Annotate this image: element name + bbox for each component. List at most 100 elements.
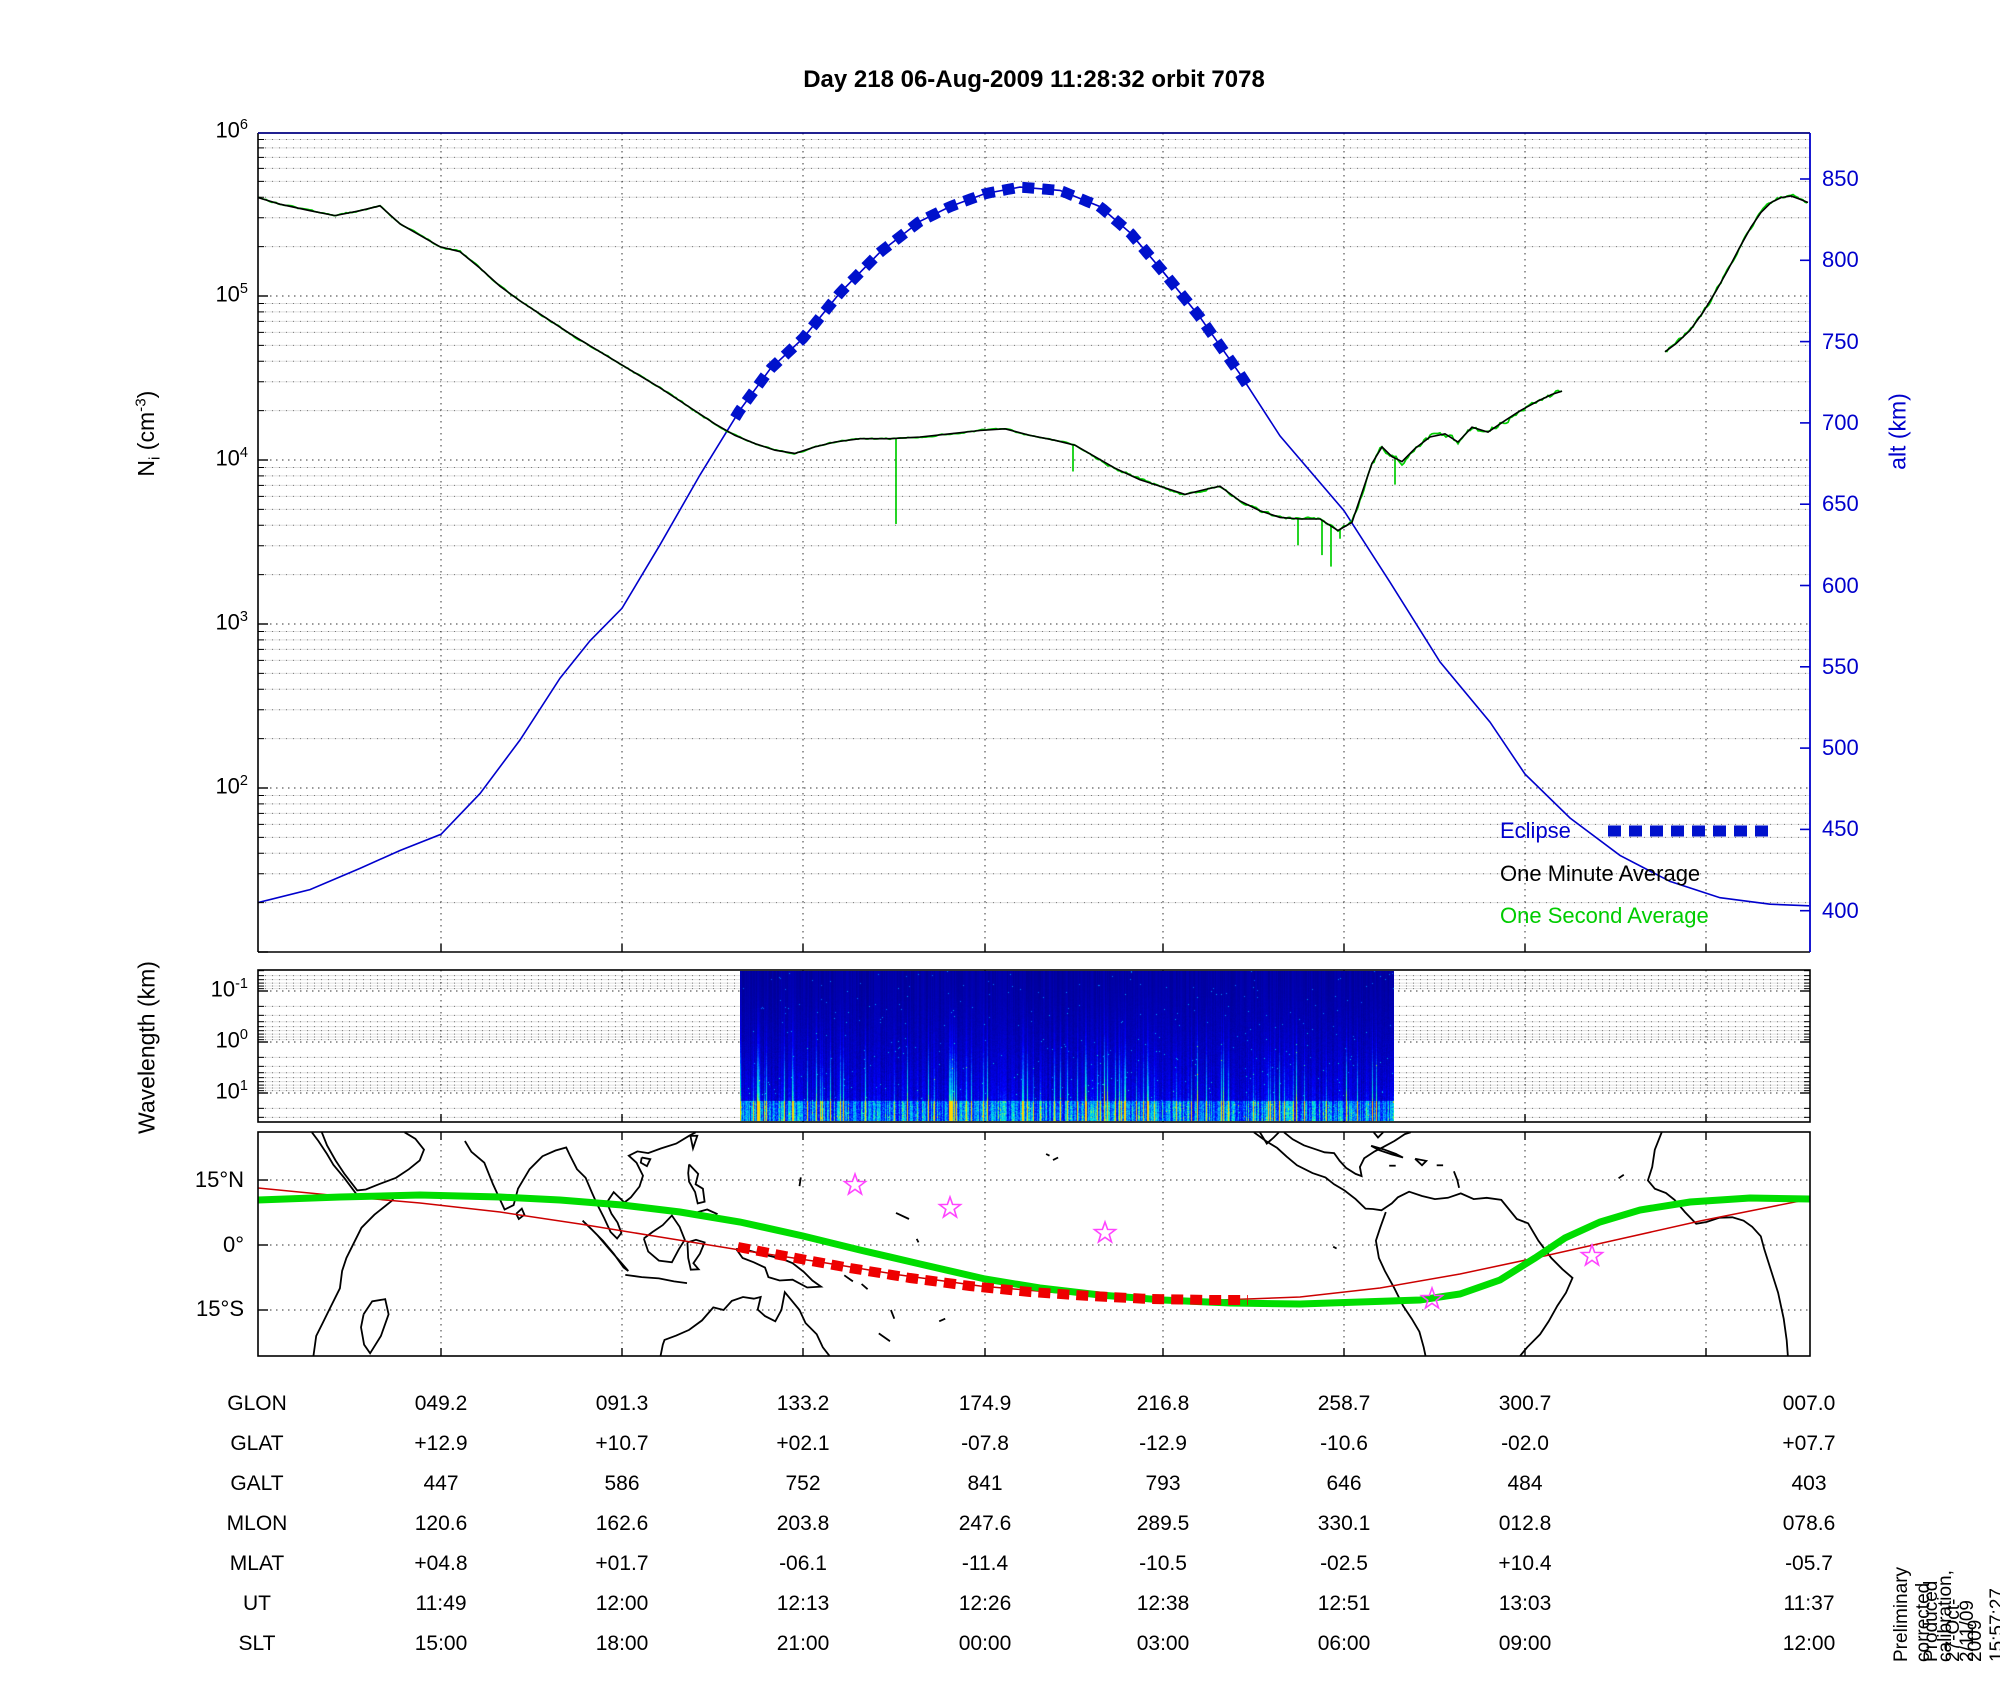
table-cell: 007.0 xyxy=(1782,1392,1836,1415)
table-cell: +01.7 xyxy=(595,1552,649,1575)
alt-tick-label: 500 xyxy=(1822,735,1859,761)
map-lat-15n: 15°N xyxy=(194,1167,244,1192)
table-cell: 15:00 xyxy=(414,1632,468,1655)
table-row-label: SLT xyxy=(238,1632,276,1655)
ni-tick-label: 106 xyxy=(215,117,248,143)
top-panel-curves xyxy=(258,181,1810,907)
wavelength-tick-label: 100 xyxy=(215,1027,248,1053)
table-cell: 12:13 xyxy=(776,1592,830,1615)
map-star-marker xyxy=(1419,1285,1445,1310)
table-row-label: GLON xyxy=(227,1392,287,1415)
table-cell: +04.8 xyxy=(414,1552,468,1575)
table-cell: 120.6 xyxy=(414,1512,468,1535)
table-cell: 133.2 xyxy=(776,1392,830,1415)
alt-tick-label: 400 xyxy=(1822,897,1859,923)
wavelength-spectrogram xyxy=(740,971,1394,1121)
table-cell: 09:00 xyxy=(1498,1632,1552,1655)
table-cell: 247.6 xyxy=(958,1512,1012,1535)
alt-tick-label: 550 xyxy=(1822,653,1859,679)
table-row-label: GALT xyxy=(230,1472,284,1495)
page-title: Day 218 06-Aug-2009 11:28:32 orbit 7078 xyxy=(803,66,1265,93)
table-cell: -10.6 xyxy=(1320,1432,1368,1455)
wavelength-tick-label: 10-1 xyxy=(210,976,248,1002)
table-cell: 18:00 xyxy=(595,1632,649,1655)
table-cell: 12:00 xyxy=(595,1592,649,1615)
ni-tick-label: 102 xyxy=(215,773,248,799)
alt-tick-label: 650 xyxy=(1822,491,1859,517)
table-cell: 12:38 xyxy=(1136,1592,1190,1615)
table-row-label: GLAT xyxy=(230,1432,284,1455)
table-cell: 11:37 xyxy=(1783,1592,1835,1615)
ni-axis-label: Ni (cm-3) xyxy=(132,390,164,477)
table-cell: 091.3 xyxy=(595,1392,649,1415)
table-row-label: MLON xyxy=(226,1512,288,1535)
alt-tick-label: 600 xyxy=(1822,572,1859,598)
table-cell: 447 xyxy=(423,1472,459,1495)
ni-tick-label: 105 xyxy=(215,281,248,307)
table-cell: 06:00 xyxy=(1317,1632,1371,1655)
table-cell: 174.9 xyxy=(958,1392,1012,1415)
table-cell: -02.5 xyxy=(1320,1552,1368,1575)
table-cell: +07.7 xyxy=(1782,1432,1836,1455)
alt-tick-label: 700 xyxy=(1822,409,1859,435)
table-cell: 12:00 xyxy=(1782,1632,1836,1655)
legend-one-second: One Second Average xyxy=(1500,903,1709,928)
panel-borders xyxy=(257,132,1811,1357)
table-cell: 646 xyxy=(1326,1472,1362,1495)
legend-eclipse: Eclipse xyxy=(1500,818,1571,843)
map-panel-content xyxy=(258,1132,1810,1356)
map-star-marker xyxy=(937,1194,963,1219)
ni-tick-label: 104 xyxy=(215,445,248,471)
table-cell: 21:00 xyxy=(776,1632,830,1655)
table-cell: -11.4 xyxy=(961,1552,1009,1575)
table-cell: -05.7 xyxy=(1785,1552,1833,1575)
table-cell: 078.6 xyxy=(1782,1512,1836,1535)
map-star-marker xyxy=(842,1171,868,1196)
table-cell: -12.9 xyxy=(1139,1432,1187,1455)
table-cell: 11:49 xyxy=(415,1592,467,1615)
gridlines xyxy=(258,133,1810,1356)
alt-tick-label: 850 xyxy=(1822,166,1859,191)
table-cell: 300.7 xyxy=(1498,1392,1552,1415)
table-row-label: UT xyxy=(243,1592,271,1615)
table-cell: 203.8 xyxy=(776,1512,830,1535)
table-row-label: MLAT xyxy=(229,1552,285,1575)
table-cell: 586 xyxy=(604,1472,640,1495)
wavelength-axis-label: Wavelength (km) xyxy=(133,961,160,1134)
alt-axis-label: alt (km) xyxy=(1884,393,1911,470)
table-cell: -06.1 xyxy=(779,1552,827,1575)
table-cell: 12:26 xyxy=(958,1592,1012,1615)
table-cell: 403 xyxy=(1791,1472,1827,1495)
table-cell: 162.6 xyxy=(595,1512,649,1535)
table-cell: 330.1 xyxy=(1317,1512,1371,1535)
table-cell: 12:51 xyxy=(1317,1592,1371,1615)
map-lat-15s: 15°S xyxy=(196,1296,244,1321)
table-cell: +12.9 xyxy=(414,1432,468,1455)
table-cell: -02.0 xyxy=(1501,1432,1549,1455)
table-cell: 793 xyxy=(1145,1472,1181,1495)
table-cell: 03:00 xyxy=(1136,1632,1190,1655)
table-cell: 258.7 xyxy=(1317,1392,1371,1415)
table-cell: -07.8 xyxy=(961,1432,1009,1455)
alt-tick-label: 800 xyxy=(1822,247,1859,273)
ni-tick-label: 103 xyxy=(215,609,248,635)
footer-produced-note: Produced 27-Oct-2009 15:57:27 xyxy=(1921,1580,2000,1662)
table-cell: +10.4 xyxy=(1498,1552,1552,1575)
table-cell: 484 xyxy=(1507,1472,1543,1495)
map-star-marker xyxy=(1092,1219,1118,1244)
legend-one-minute: One Minute Average xyxy=(1500,861,1701,886)
table-cell: 841 xyxy=(967,1472,1003,1495)
table-cell: -10.5 xyxy=(1139,1552,1187,1575)
alt-tick-label: 750 xyxy=(1822,328,1859,354)
table-cell: +02.1 xyxy=(776,1432,830,1455)
table-cell: 00:00 xyxy=(958,1632,1012,1655)
table-cell: 216.8 xyxy=(1136,1392,1190,1415)
wavelength-tick-label: 101 xyxy=(215,1078,248,1104)
table-cell: 012.8 xyxy=(1498,1512,1552,1535)
table-cell: 13:03 xyxy=(1498,1592,1552,1615)
alt-tick-label: 450 xyxy=(1822,816,1859,842)
map-star-marker xyxy=(1579,1242,1605,1267)
table-cell: 752 xyxy=(785,1472,821,1495)
table-cell: +10.7 xyxy=(595,1432,649,1455)
